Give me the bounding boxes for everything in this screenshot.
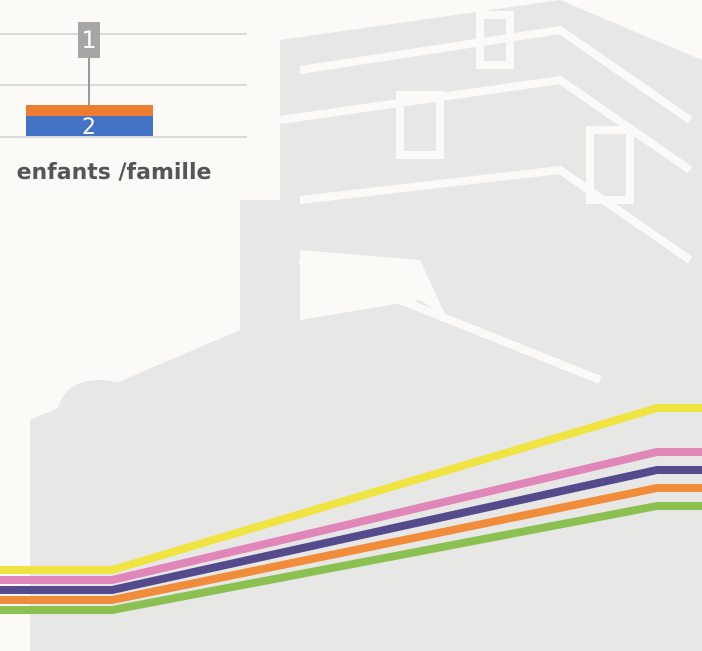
decorative-lines <box>0 404 702 614</box>
bar-segment <box>26 105 153 116</box>
caption: enfants /famille <box>17 160 212 185</box>
bar-segment <box>26 116 153 136</box>
grid <box>0 33 247 138</box>
label-box <box>78 22 100 58</box>
bar-label: 2 <box>82 115 96 140</box>
building-outline <box>279 11 693 384</box>
building-illustration <box>30 0 702 651</box>
top-label: 1 <box>81 26 96 54</box>
